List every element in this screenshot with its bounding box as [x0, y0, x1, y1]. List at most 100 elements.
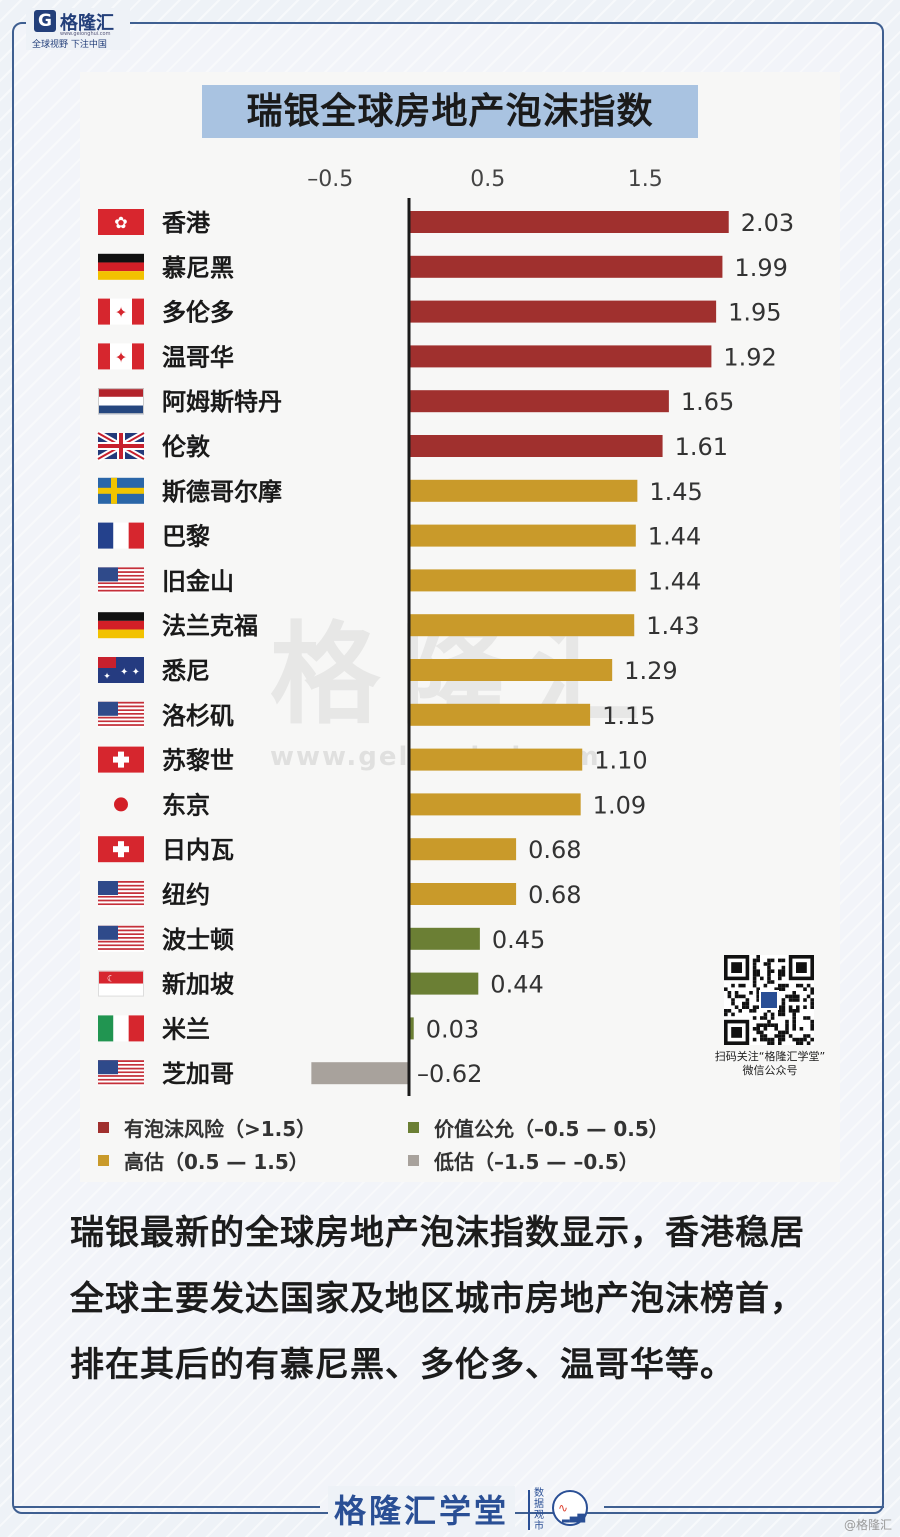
- usa-flag-part: [98, 1060, 118, 1075]
- qr-module: [781, 987, 786, 991]
- qr-module: [778, 1030, 782, 1035]
- sweden-flag-part: [98, 487, 144, 494]
- canada-flag-part: [132, 298, 144, 325]
- footer-rule-left: [14, 1506, 320, 1508]
- star-icon: ✦: [103, 672, 111, 682]
- qr-module: [796, 998, 800, 1002]
- bar: [409, 838, 517, 861]
- bar: [409, 255, 723, 278]
- category-label: 慕尼黑: [162, 254, 234, 282]
- usa-flag: [98, 1060, 144, 1087]
- qr-module: [810, 998, 814, 1002]
- usa-flag-part: [98, 882, 144, 885]
- usa-flag-part: [98, 933, 144, 936]
- qr-module: [760, 1034, 764, 1038]
- qr-finder: [731, 962, 742, 973]
- usa-flag-part: [98, 925, 144, 928]
- usa-flag-part: [98, 940, 144, 943]
- qr-module: [752, 969, 757, 973]
- usa-flag-part: [98, 567, 144, 570]
- canada-flag-part: [98, 343, 110, 370]
- qr-module: [752, 973, 757, 977]
- qr-module: [806, 1041, 811, 1045]
- bar: [409, 972, 479, 995]
- italy-flag: [98, 1015, 144, 1042]
- qr-module: [803, 1034, 807, 1038]
- qr-module: [788, 1034, 793, 1038]
- value-label: 1.92: [723, 343, 776, 371]
- usa-flag-part: [98, 886, 144, 889]
- category-label: 多伦多: [162, 299, 234, 327]
- qr-module: [796, 1041, 800, 1045]
- qr-module: [778, 958, 782, 963]
- usa-flag-part: [98, 936, 144, 939]
- qr-module: [803, 1005, 807, 1009]
- qr-code: [724, 955, 814, 1045]
- qr-module: [778, 973, 782, 977]
- qr-module: [781, 969, 786, 973]
- bar: [409, 211, 729, 233]
- qr-module: [731, 983, 735, 988]
- usa-flag-part: [98, 894, 144, 896]
- qr-module: [810, 1027, 814, 1031]
- qr-module: [778, 1012, 782, 1017]
- qr-module: [767, 965, 771, 970]
- france-flag-part: [113, 522, 129, 549]
- qr-module: [781, 1005, 786, 1009]
- qr-module: [778, 1037, 782, 1042]
- qr-module: [778, 983, 782, 988]
- qr-module: [760, 976, 764, 981]
- qr-module: [806, 1034, 811, 1038]
- usa-flag-part: [98, 888, 144, 891]
- flag-border: [98, 388, 144, 415]
- qr-module: [792, 1037, 796, 1042]
- canada-flag-part: [132, 343, 144, 370]
- value-label: 1.43: [646, 612, 699, 640]
- value-label: 1.95: [728, 299, 781, 327]
- qr-module: [803, 1037, 807, 1042]
- flag-border: [98, 970, 144, 997]
- usa-flag-part: [98, 938, 144, 941]
- qr-module: [738, 983, 742, 988]
- qr-module: [752, 1005, 757, 1009]
- qr-module: [767, 1019, 771, 1024]
- category-label: 纽约: [162, 881, 210, 909]
- usa-flag-part: [98, 1082, 144, 1085]
- qr-module: [781, 983, 786, 988]
- qr-module: [742, 1005, 746, 1009]
- bar: [409, 748, 583, 771]
- value-label: 0.68: [528, 836, 581, 864]
- usa-flag: [98, 567, 144, 594]
- qr-module: [756, 991, 760, 995]
- qr-module: [742, 983, 746, 988]
- usa-flag-part: [98, 718, 144, 721]
- usa-flag-part: [98, 714, 144, 717]
- qr-module: [760, 1023, 764, 1027]
- qr-module: [781, 1009, 786, 1013]
- usa-flag-part: [98, 905, 144, 907]
- qr-module: [734, 1005, 739, 1009]
- qr-module: [810, 1001, 814, 1006]
- usa-flag-part: [98, 576, 144, 579]
- chart-title: 瑞银全球房地产泡沫指数: [202, 85, 698, 138]
- france-flag-part: [128, 522, 144, 549]
- qr-module: [738, 994, 742, 999]
- bar-chart: –0.5 0.5 1.5 ✿ 香港 2.03 慕尼黑 1.99 ✦ 多伦多 1.95 ✦ 温哥华 1.92…: [96, 167, 794, 1174]
- qr-module: [792, 994, 796, 999]
- qr-module: [752, 980, 757, 984]
- category-label: 苏黎世: [162, 747, 234, 775]
- qr-module: [796, 1009, 800, 1013]
- japan-flag: [98, 791, 144, 818]
- qr-module: [752, 976, 757, 981]
- bar: [409, 479, 638, 502]
- qr-module: [763, 1027, 768, 1031]
- qr-module: [763, 1034, 768, 1038]
- australia-flag-part: [98, 657, 116, 668]
- bar: [409, 883, 517, 905]
- italy-flag-part: [113, 1015, 129, 1042]
- category-label: 日内瓦: [162, 836, 234, 864]
- usa-flag-part: [98, 1062, 144, 1064]
- france-flag: [98, 522, 144, 549]
- uk-flag-part: [98, 444, 144, 448]
- bar: [409, 703, 591, 726]
